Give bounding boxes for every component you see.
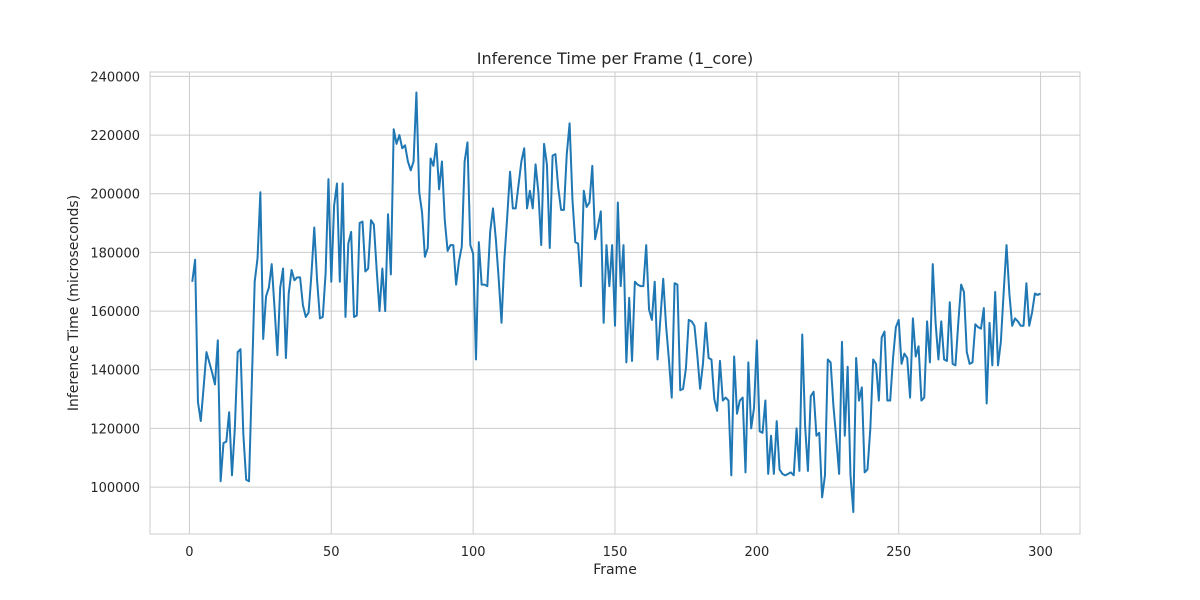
y-tick-label: 220000: [90, 129, 140, 144]
x-tick-label: 200: [744, 545, 769, 560]
x-tick-label: 150: [603, 545, 628, 560]
x-axis-ticks: 0 50 100 150 200 250 300: [185, 545, 1053, 560]
chart-title: Inference Time per Frame (1_core): [477, 49, 753, 69]
y-tick-label: 120000: [90, 422, 140, 437]
grid-lines: [150, 72, 1080, 534]
y-tick-label: 140000: [90, 364, 140, 379]
y-tick-label: 180000: [90, 246, 140, 261]
x-axis-label: Frame: [593, 562, 637, 578]
y-axis-ticks: 100000 120000 140000 160000 180000 200000 2200…: [90, 70, 140, 496]
x-tick-label: 0: [185, 545, 193, 560]
y-tick-label: 100000: [90, 481, 140, 496]
y-tick-label: 200000: [90, 188, 140, 203]
x-tick-label: 50: [323, 545, 340, 560]
x-tick-label: 100: [461, 545, 486, 560]
x-tick-label: 250: [886, 545, 911, 560]
series-line: [191, 91, 1042, 513]
y-tick-label: 160000: [90, 305, 140, 320]
y-tick-label: 240000: [90, 70, 140, 85]
y-axis-label: Inference Time (microseconds): [66, 195, 82, 411]
plot-frame: [149, 71, 1081, 535]
x-tick-label: 300: [1028, 545, 1053, 560]
